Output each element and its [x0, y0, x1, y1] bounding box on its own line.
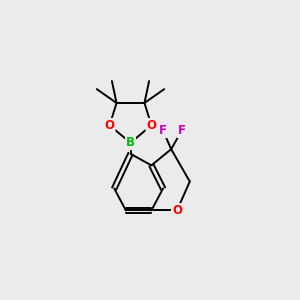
Text: B: B — [126, 136, 135, 149]
Text: O: O — [105, 119, 115, 132]
Text: F: F — [178, 124, 186, 137]
Text: F: F — [159, 124, 167, 137]
Text: O: O — [146, 119, 156, 132]
Text: O: O — [172, 204, 182, 217]
